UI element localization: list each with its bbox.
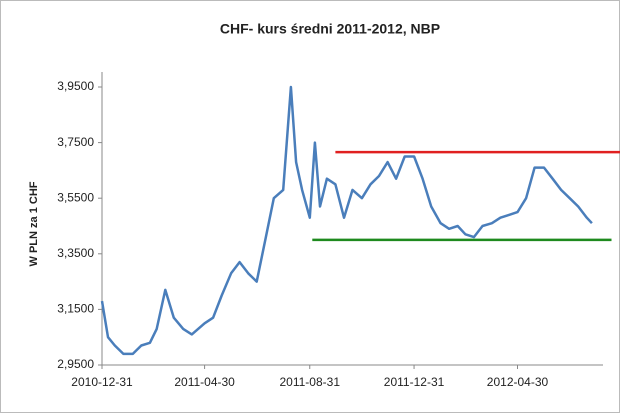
y-tick-label: 3,5500	[57, 190, 94, 204]
y-axis-label: W PLN za 1 CHF	[28, 181, 40, 266]
x-tick-label: 2010-12-31	[71, 375, 133, 389]
x-tick-label: 2011-08-31	[280, 375, 341, 389]
x-tick-label: 2012-04-30	[487, 375, 549, 389]
chart-title: CHF- kurs średni 2011-2012, NBP	[220, 21, 440, 37]
x-tick-label: 2011-12-31	[384, 375, 445, 389]
x-tick-label: 2011-04-30	[174, 375, 235, 389]
y-tick-label: 2,9500	[57, 357, 94, 371]
y-tick-label: 3,9500	[57, 79, 94, 93]
price-line	[100, 85, 593, 356]
y-tick-label: 3,7500	[57, 135, 94, 149]
y-tick-label: 3,3500	[57, 246, 94, 260]
y-tick-label: 3,1500	[57, 302, 94, 316]
